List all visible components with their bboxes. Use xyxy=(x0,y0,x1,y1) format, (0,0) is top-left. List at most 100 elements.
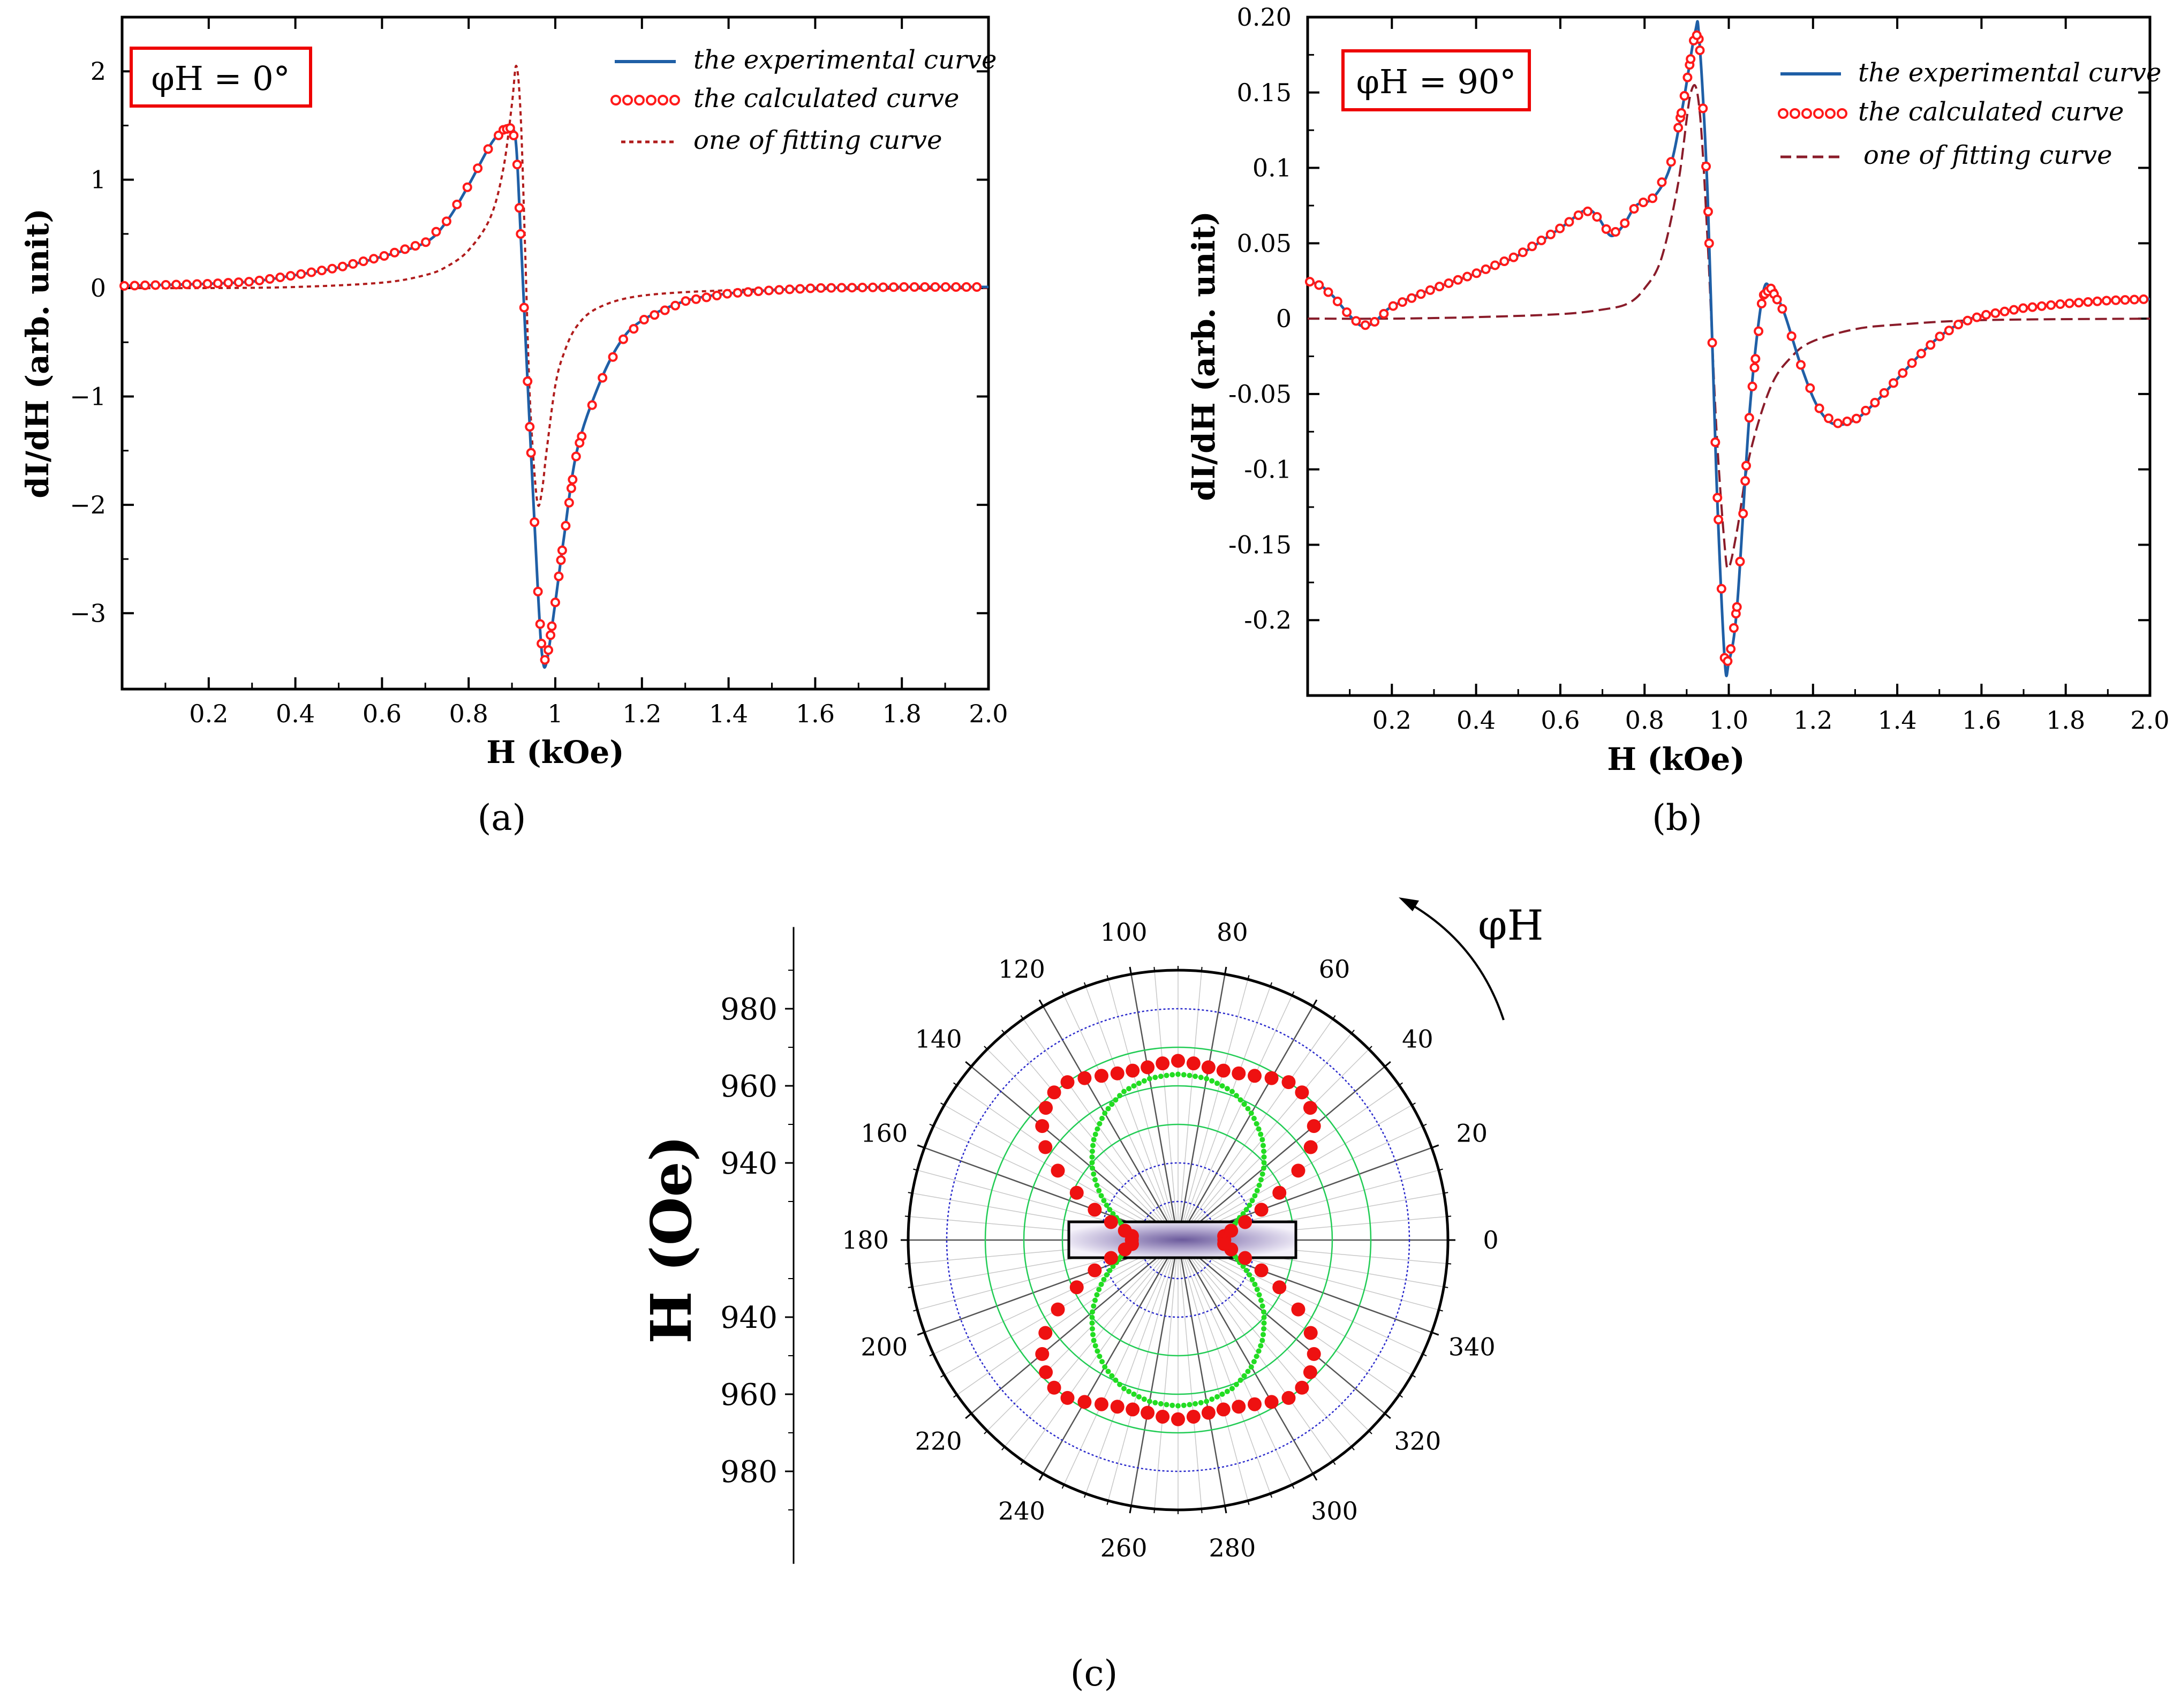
angle-tick xyxy=(917,1331,925,1336)
calculated-point xyxy=(1833,418,1843,428)
angle-tick-minor xyxy=(984,1046,988,1050)
fit-dot xyxy=(1110,1264,1116,1269)
data-point xyxy=(1171,1412,1185,1426)
angle-tick-minor xyxy=(908,1192,912,1194)
x-tick-label: 1.8 xyxy=(2046,706,2085,735)
angle-tick-minor xyxy=(1270,982,1273,987)
fit-dot xyxy=(1251,1359,1257,1365)
panel-b-inset: φH = 90° xyxy=(1341,49,1531,111)
polar-spoke-minor xyxy=(956,1240,1179,1395)
fit-dot xyxy=(1109,1101,1115,1107)
angle-tick xyxy=(1431,1144,1439,1149)
calculated-point xyxy=(909,282,919,292)
fit-dot xyxy=(1169,1072,1175,1078)
angle-tick-minor xyxy=(1083,982,1086,987)
calculated-point xyxy=(526,448,536,458)
calculated-point xyxy=(1740,476,1750,486)
fit-dot xyxy=(1091,1337,1097,1343)
data-point xyxy=(1069,1280,1084,1295)
polar-spoke-minor xyxy=(1178,1240,1202,1509)
y-tick-label: 0.05 xyxy=(1237,229,1292,258)
polar-spoke-minor xyxy=(1154,971,1179,1241)
fit-dot xyxy=(1254,1354,1259,1359)
calculated-point xyxy=(561,521,571,531)
calculated-point xyxy=(722,289,733,299)
calculated-point xyxy=(1679,91,1689,101)
angle-tick-label: 280 xyxy=(1209,1533,1256,1562)
calculated-point xyxy=(1738,509,1748,519)
fit-dot xyxy=(1261,1320,1267,1326)
angle-tick-minor xyxy=(1292,991,1295,996)
fit-dot xyxy=(1254,1188,1260,1193)
angle-tick xyxy=(1312,1473,1318,1481)
calculated-point xyxy=(701,292,712,303)
polar-angle-labels: 0 20 40 60 80 100 120 140 160 180 200 220 240 260 280 3… xyxy=(842,918,1499,1562)
fit-dot xyxy=(1181,1072,1187,1078)
fit-dot xyxy=(1104,1202,1110,1208)
panel-b-inset-box xyxy=(1341,49,1531,111)
data-point xyxy=(1303,1101,1317,1115)
data-point xyxy=(1216,1063,1231,1078)
calculated-point xyxy=(1545,229,1556,239)
polar-spoke-minor xyxy=(956,1085,1179,1241)
angle-tick-label: 340 xyxy=(1448,1333,1496,1362)
data-point xyxy=(1281,1075,1296,1090)
angle-tick-minor xyxy=(913,1168,918,1171)
calculated-point xyxy=(1695,45,1705,55)
legend-circle xyxy=(1801,108,1812,119)
fit-dot xyxy=(1096,1188,1102,1193)
calculated-point xyxy=(514,203,524,213)
calculated-point xyxy=(2139,294,2149,304)
calculated-point xyxy=(753,286,764,296)
calculated-point xyxy=(2111,295,2121,305)
polar-spoke-major xyxy=(1178,1240,1385,1414)
calculated-point xyxy=(1583,206,1593,216)
calculated-point xyxy=(421,237,431,247)
polar-spoke-minor xyxy=(1004,1240,1179,1447)
fit-dot xyxy=(1219,1083,1225,1089)
panel-a-inset-box xyxy=(130,47,312,108)
fit-dot xyxy=(1101,1198,1107,1204)
calculated-point xyxy=(1342,307,1352,318)
fit-dot xyxy=(1247,1202,1252,1208)
panel-b: 0.2 0.4 0.6 0.8 1.0 1.2 1.4 1.6 1.8 2.0 0.20 0.15 0.… xyxy=(1186,3,2170,838)
calculated-point xyxy=(867,282,878,292)
calculated-point xyxy=(1698,103,1708,114)
calculated-point xyxy=(1935,331,1945,342)
legend-b-fitting: one of fitting curve xyxy=(1863,140,2112,170)
calculated-point xyxy=(951,282,961,292)
fit-dot xyxy=(1131,1083,1137,1089)
calculated-point xyxy=(1907,358,1917,368)
calculated-point xyxy=(1703,207,1713,217)
calculated-point xyxy=(441,216,451,226)
calculated-point xyxy=(1573,210,1583,220)
calculated-point xyxy=(2092,296,2102,306)
calculated-point xyxy=(462,182,472,192)
x-tick-label: 1.6 xyxy=(796,699,835,728)
fit-dot xyxy=(1240,1211,1246,1216)
radial-tick-label: 980 xyxy=(720,992,778,1027)
polar-spoke-minor xyxy=(1178,1240,1271,1494)
polar-spoke-minor xyxy=(1004,1033,1179,1241)
fit-dot xyxy=(1252,1193,1258,1199)
legend-circle xyxy=(610,95,621,105)
calculated-point xyxy=(358,256,368,267)
calculated-point xyxy=(764,285,774,296)
calculated-point xyxy=(379,251,389,261)
data-point xyxy=(1088,1203,1102,1217)
fit-dot xyxy=(1089,1320,1095,1326)
fit-dot xyxy=(1209,1078,1215,1084)
angle-tick-minor xyxy=(1020,1015,1024,1019)
angle-tick-minor xyxy=(1411,1374,1416,1378)
calculated-point xyxy=(1692,30,1702,40)
legend-circle xyxy=(622,95,633,105)
data-point xyxy=(1291,1302,1305,1317)
angle-tick-minor xyxy=(1351,1030,1355,1034)
angle-tick-minor xyxy=(1247,975,1250,980)
calculated-point xyxy=(473,163,483,173)
calculated-point xyxy=(544,645,554,655)
calculated-point xyxy=(1754,326,1764,336)
fit-dot xyxy=(1126,1388,1132,1394)
calculated-point xyxy=(1314,280,1324,290)
